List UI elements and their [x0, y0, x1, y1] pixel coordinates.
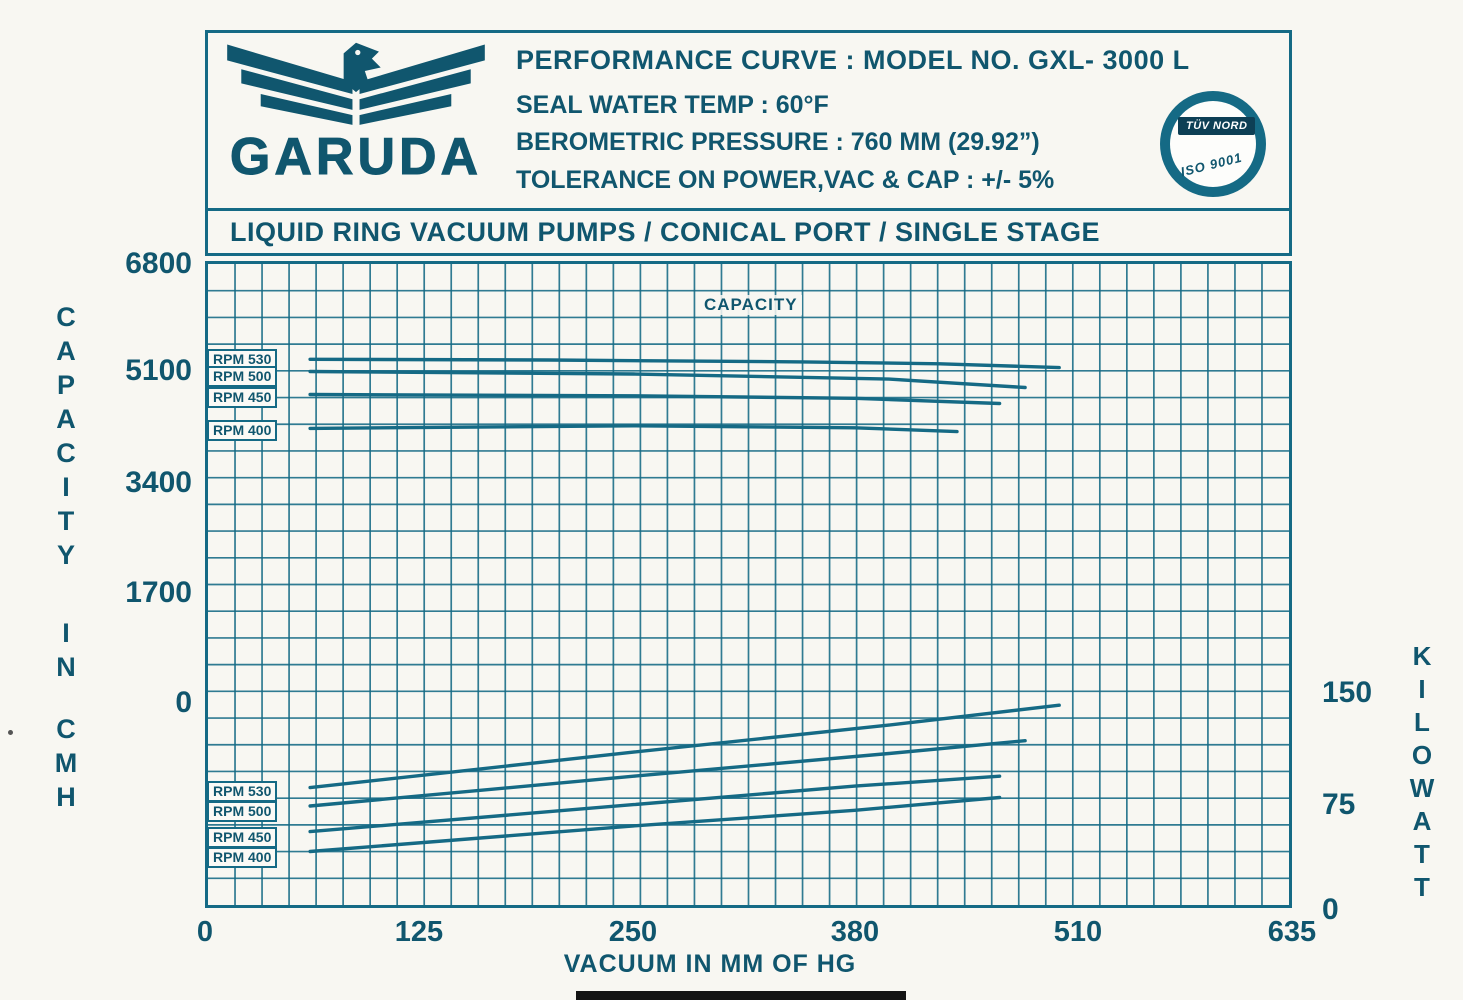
right-tick-0: 0 [1322, 893, 1339, 926]
badge-inner-circle [1170, 101, 1256, 187]
rpm-label-power-530: RPM 530 [207, 781, 278, 802]
rpm-label-capacity-400: RPM 400 [207, 420, 278, 441]
plot-canvas [208, 264, 1289, 905]
left-tick-6800: 6800 [125, 247, 192, 280]
garuda-logo: GARUDA [222, 41, 490, 206]
x-tick-510: 510 [1053, 916, 1103, 948]
header-barometric-pressure: BEROMETRIC PRESSURE : 760 MM (29.92”) [516, 128, 1040, 156]
rpm-label-capacity-500: RPM 500 [207, 366, 278, 387]
left-tick-5100: 5100 [125, 354, 192, 387]
x-tick-380: 380 [830, 916, 880, 948]
y-axis-word-in: I N [56, 618, 76, 682]
scan-artifact-dot [8, 730, 13, 735]
right-tick-75: 75 [1322, 788, 1356, 821]
x-tick-250: 250 [608, 916, 658, 948]
x-axis-title: VACUUM IN MM OF HG [563, 950, 857, 978]
x-tick-125: 125 [394, 916, 444, 948]
subtitle-bar: LIQUID RING VACUUM PUMPS / CONICAL PORT … [205, 208, 1292, 256]
rpm-label-power-450: RPM 450 [207, 827, 278, 848]
performance-chart [205, 261, 1292, 908]
header-seal-water-temp: SEAL WATER TEMP : 60°F [516, 91, 829, 119]
tuv-nord-badge: TÜV NORD ISO 9001 [1160, 91, 1266, 197]
left-tick-1700: 1700 [125, 576, 192, 609]
right-tick-150: 150 [1322, 676, 1373, 709]
left-tick-0: 0 [175, 686, 192, 719]
rpm-label-power-500: RPM 500 [207, 801, 278, 822]
brand-text: GARUDA [229, 128, 483, 187]
header-title: PERFORMANCE CURVE : MODEL NO. GXL- 3000 … [516, 45, 1190, 75]
x-tick-635: 635 [1267, 916, 1317, 948]
rpm-label-capacity-530: RPM 530 [207, 349, 278, 370]
eagle-eye [355, 49, 361, 56]
badge-title: TÜV NORD [1178, 117, 1256, 135]
rpm-label-capacity-450: RPM 450 [207, 387, 278, 408]
x-tick-0: 0 [196, 916, 214, 948]
bottom-scan-bar [576, 991, 906, 1000]
header-box: GARUDA PERFORMANCE CURVE : MODEL NO. GXL… [205, 30, 1292, 211]
header-tolerance: TOLERANCE ON POWER,VAC & CAP : +/- 5% [516, 166, 1055, 194]
y-axis-word-capacity: C A P A C I T Y [56, 302, 76, 570]
y-axis-word-cmh: C M H [54, 714, 78, 812]
capacity-annotation: CAPACITY [700, 295, 802, 315]
y-axis-word-kilowatt: K I L O W A T T [1409, 641, 1435, 902]
left-tick-3400: 3400 [125, 466, 192, 499]
eagle-icon [227, 42, 485, 125]
rpm-label-power-400: RPM 400 [207, 847, 278, 868]
